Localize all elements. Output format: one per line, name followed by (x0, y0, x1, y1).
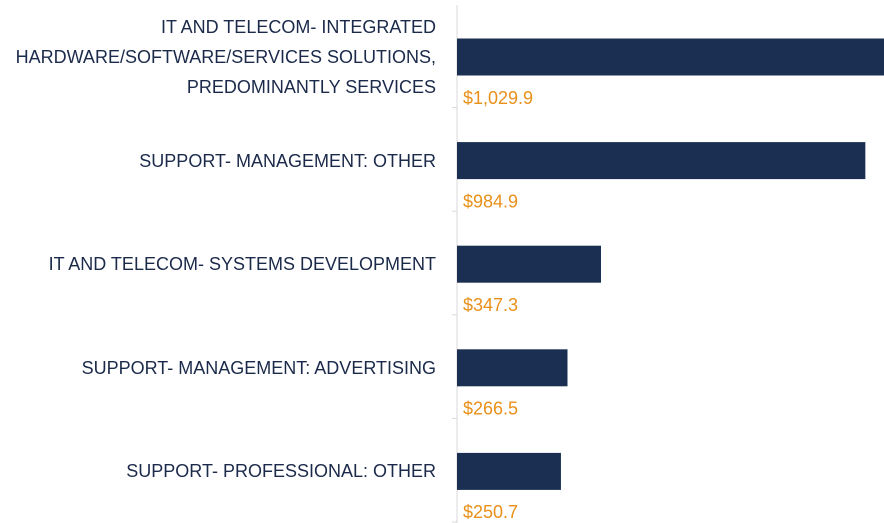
bar (457, 245, 601, 283)
value-label: $984.9 (463, 191, 518, 211)
category-label: IT AND TELECOM- SYSTEMS DEVELOPMENT (48, 254, 436, 275)
value-label: $266.5 (463, 399, 518, 419)
bar (457, 38, 884, 76)
category-label: SUPPORT- MANAGEMENT: ADVERTISING (81, 357, 436, 378)
value-label: $347.3 (463, 295, 518, 315)
bar (457, 142, 866, 180)
bar (457, 452, 561, 490)
category-label: SUPPORT- MANAGEMENT: OTHER (139, 150, 436, 171)
value-label: $1,029.9 (463, 88, 533, 108)
value-label: $250.7 (463, 502, 518, 522)
category-label: SUPPORT- PROFESSIONAL: OTHER (126, 461, 436, 482)
bar (457, 349, 568, 387)
category-label: IT AND TELECOM- INTEGRATED HARDWARE/SOFT… (15, 16, 436, 97)
